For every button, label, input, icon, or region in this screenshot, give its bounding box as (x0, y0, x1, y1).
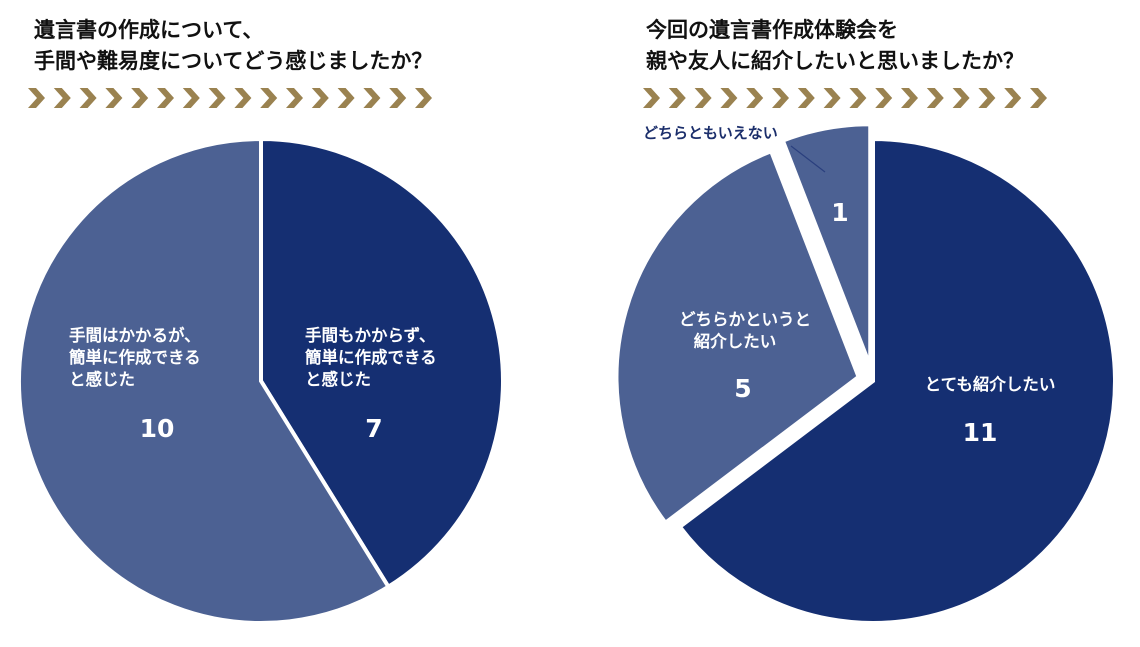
chevron-icon (363, 88, 381, 108)
chevron-icon (823, 88, 841, 108)
chevron-icon (79, 88, 97, 108)
chart-1-slice-2-label-line-2: 簡単に作成できる (68, 347, 201, 367)
chart-1-slice-1 (259, 136, 505, 590)
chevron-icon (208, 88, 226, 108)
chart-2-slice-3-value: 1 (831, 198, 848, 227)
chart-2-chevron-divider (643, 88, 1047, 108)
chevron-icon (337, 88, 355, 108)
chevron-icon (694, 88, 712, 108)
chart-2-slice-2-label: どちらかというと 紹介したい (679, 310, 811, 351)
chart-1-slice-1-value: 7 (365, 414, 382, 443)
chevron-icon (901, 88, 918, 108)
chevron-icon (746, 88, 764, 108)
chevron-icon (643, 88, 660, 108)
chart-1-title-line-2: 手間や難易度についてどう感じましたか？ (34, 49, 432, 73)
chart-1-slice-1-label-line-1: 手間もかからず、 (305, 325, 436, 345)
chevron-icon (415, 88, 432, 108)
chart-1-slice-2-label-line-1: 手間はかかるが、 (69, 325, 201, 345)
chevron-icon (28, 88, 45, 108)
chart-1-slice-2 (17, 136, 392, 625)
chevron-icon (53, 88, 71, 108)
chart-1-chevron-divider (28, 88, 432, 108)
chart-2: 今回の遺言書作成体験会を 親や友人に紹介したいと思いましたか？ とても紹介したい… (614, 18, 1117, 625)
chevron-icon (797, 88, 815, 108)
chart-1-slice-2-label-line-3: と感じた (69, 369, 135, 389)
chart-2-slice-2-label-line-2: 紹介したい (694, 331, 777, 351)
chart-1-slice-2-label: 手間はかかるが、 簡単に作成できる と感じた (68, 325, 201, 389)
chart-2-slice-2-label-line-1: どちらかというと (679, 310, 811, 329)
chevron-icon (849, 88, 867, 108)
chevron-icon (952, 88, 970, 108)
chevron-icon (260, 88, 278, 108)
chart-2-slice-1-label: とても紹介したい (925, 374, 1056, 394)
chart-1-title-line-1: 遺言書の作成について、 (34, 18, 263, 42)
chart-2-slice-2-value: 5 (734, 374, 751, 403)
chevron-icon (234, 88, 252, 108)
chevron-icon (286, 88, 303, 108)
chevron-icon (720, 88, 738, 108)
chevron-icon (1030, 88, 1047, 108)
chart-2-slice-1 (677, 136, 1117, 625)
chart-2-slice-3-leader-line (790, 145, 826, 173)
chart-1-slice-2-value: 10 (140, 414, 175, 443)
chevron-icon (389, 88, 407, 108)
chart-1: 遺言書の作成について、 手間や難易度についてどう感じましたか？ 手間もかからず、… (17, 18, 505, 625)
chevron-icon (105, 88, 123, 108)
chart-1-slice-1-label-line-3: と感じた (305, 369, 371, 389)
chart-2-slice-2 (614, 148, 861, 526)
chevron-icon (131, 88, 149, 108)
chevron-icon (311, 88, 329, 108)
chart-1-pie (17, 136, 505, 625)
chevron-icon (182, 88, 200, 108)
chevron-icon (772, 88, 789, 108)
chart-1-slice-1-label-line-2: 簡単に作成できる (304, 347, 437, 367)
chart-2-slice-3 (780, 122, 873, 367)
chart-2-slice-1-value: 11 (963, 418, 998, 447)
chart-2-slice-3-outside-label: どちらともいえない (643, 124, 778, 142)
chart-2-title-line-1: 今回の遺言書作成体験会を (646, 18, 898, 42)
chevron-icon (668, 88, 686, 108)
chart-1-slice-1-label: 手間もかからず、 簡単に作成できる と感じた (304, 325, 437, 389)
chevron-icon (1004, 88, 1022, 108)
chevron-icon (926, 88, 944, 108)
chevron-icon (157, 88, 174, 108)
chart-2-title-line-2: 親や友人に紹介したいと思いましたか？ (646, 49, 1024, 73)
chart-2-pie (614, 122, 1117, 625)
chevron-icon (875, 88, 893, 108)
chevron-icon (978, 88, 996, 108)
